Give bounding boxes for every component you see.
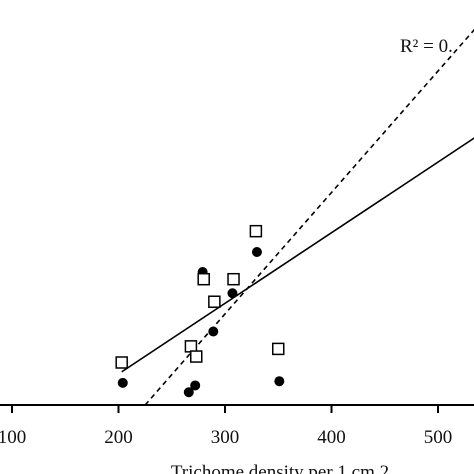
fit-lines: [121, 28, 474, 406]
open-square-point: [189, 350, 203, 363]
open-square-point: [115, 356, 128, 369]
filled-circle-point: [208, 326, 219, 337]
filled-circle-point: [183, 387, 194, 398]
r-squared-annotation: R² = 0.: [400, 36, 453, 57]
x-tick-label: 100: [0, 427, 26, 448]
open-square-point: [272, 342, 285, 356]
x-tick-label: 300: [211, 427, 240, 448]
data-points: [115, 224, 285, 398]
filled-circle-point: [190, 380, 201, 391]
open-square-point: [197, 272, 210, 286]
x-tick-label: 400: [317, 427, 346, 448]
filled-circle-point: [251, 247, 262, 257]
x-axis-ticks: 100 200 300 400 500: [0, 405, 452, 448]
filled-circle-point: [117, 377, 128, 388]
open-square-point: [208, 295, 221, 308]
open-square-point: [227, 272, 240, 286]
filled-circle-point: [274, 376, 285, 387]
x-axis-title: Trichome density per 1 cm 2: [171, 462, 389, 474]
open-square-point: [249, 224, 263, 238]
dashed-fit-line: [144, 28, 474, 406]
x-tick-label: 200: [104, 427, 133, 448]
solid-fit-line: [121, 137, 474, 373]
x-tick-label: 500: [424, 427, 453, 448]
filled-circle-point: [227, 288, 238, 299]
open-square-point: [184, 340, 198, 353]
